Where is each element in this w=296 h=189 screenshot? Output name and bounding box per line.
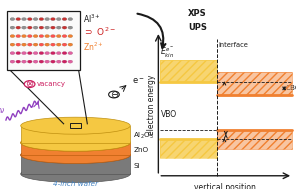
- Circle shape: [62, 18, 67, 21]
- Circle shape: [51, 43, 55, 46]
- Text: electron energy: electron energy: [147, 75, 156, 135]
- Text: interface: interface: [218, 42, 248, 48]
- Circle shape: [56, 35, 61, 38]
- Circle shape: [33, 26, 38, 29]
- Text: XPS: XPS: [188, 9, 207, 18]
- Circle shape: [39, 35, 44, 38]
- Circle shape: [39, 26, 44, 29]
- Circle shape: [56, 18, 61, 21]
- Circle shape: [16, 52, 21, 55]
- Circle shape: [45, 35, 49, 38]
- Polygon shape: [21, 155, 130, 174]
- Circle shape: [22, 18, 26, 21]
- Ellipse shape: [21, 134, 130, 151]
- Circle shape: [10, 35, 15, 38]
- Ellipse shape: [21, 146, 130, 163]
- Circle shape: [51, 18, 55, 21]
- Text: $\supset$ O$^{2-}$: $\supset$ O$^{2-}$: [83, 26, 116, 38]
- Text: hν: hν: [0, 106, 4, 115]
- Circle shape: [28, 26, 32, 29]
- Text: $E_{kin}^{e^-}$: $E_{kin}^{e^-}$: [160, 46, 174, 60]
- Text: UPS: UPS: [188, 23, 207, 32]
- Circle shape: [62, 43, 67, 46]
- Circle shape: [33, 60, 38, 63]
- Circle shape: [28, 60, 32, 63]
- Circle shape: [45, 60, 49, 63]
- Circle shape: [33, 52, 38, 55]
- Circle shape: [22, 52, 26, 55]
- Circle shape: [68, 60, 73, 63]
- Circle shape: [33, 43, 38, 46]
- Circle shape: [56, 26, 61, 29]
- Ellipse shape: [21, 117, 130, 134]
- Circle shape: [68, 18, 73, 21]
- Ellipse shape: [21, 146, 130, 163]
- Circle shape: [16, 18, 21, 21]
- Circle shape: [28, 52, 32, 55]
- Circle shape: [68, 26, 73, 29]
- Circle shape: [16, 43, 21, 46]
- Circle shape: [22, 43, 26, 46]
- Circle shape: [24, 81, 35, 88]
- Circle shape: [33, 35, 38, 38]
- Text: Zn$^{2+}$: Zn$^{2+}$: [83, 40, 103, 53]
- Circle shape: [28, 43, 32, 46]
- Circle shape: [45, 52, 49, 55]
- Circle shape: [56, 60, 61, 63]
- Circle shape: [68, 43, 73, 46]
- Circle shape: [10, 18, 15, 21]
- Circle shape: [28, 35, 32, 38]
- Text: ZnO: ZnO: [133, 147, 148, 153]
- Circle shape: [56, 43, 61, 46]
- Circle shape: [45, 26, 49, 29]
- FancyArrowPatch shape: [137, 14, 165, 48]
- Circle shape: [62, 35, 67, 38]
- Text: VBO: VBO: [161, 110, 177, 119]
- Circle shape: [45, 18, 49, 21]
- Ellipse shape: [21, 165, 130, 182]
- Circle shape: [109, 91, 119, 98]
- Circle shape: [62, 26, 67, 29]
- Text: vertical position: vertical position: [194, 183, 256, 189]
- Text: vacancy: vacancy: [37, 81, 66, 87]
- Circle shape: [22, 60, 26, 63]
- Circle shape: [51, 35, 55, 38]
- Circle shape: [39, 60, 44, 63]
- Text: Al$^{3+}$: Al$^{3+}$: [83, 13, 101, 25]
- Circle shape: [68, 52, 73, 55]
- Circle shape: [62, 52, 67, 55]
- Circle shape: [33, 18, 38, 21]
- Circle shape: [51, 52, 55, 55]
- Circle shape: [16, 35, 21, 38]
- Text: 4-inch wafer: 4-inch wafer: [53, 181, 98, 187]
- Circle shape: [39, 43, 44, 46]
- Text: Al$_2$O$_3$: Al$_2$O$_3$: [133, 131, 154, 141]
- Circle shape: [62, 60, 67, 63]
- Ellipse shape: [21, 134, 130, 151]
- Circle shape: [51, 60, 55, 63]
- Polygon shape: [21, 126, 130, 143]
- Circle shape: [68, 35, 73, 38]
- Circle shape: [28, 18, 32, 21]
- Circle shape: [16, 26, 21, 29]
- Circle shape: [22, 26, 26, 29]
- Circle shape: [22, 35, 26, 38]
- Circle shape: [39, 52, 44, 55]
- Circle shape: [10, 60, 15, 63]
- Circle shape: [10, 52, 15, 55]
- Polygon shape: [21, 143, 130, 155]
- Circle shape: [56, 52, 61, 55]
- Circle shape: [45, 43, 49, 46]
- FancyBboxPatch shape: [7, 11, 80, 70]
- Text: ⊗: ⊗: [25, 79, 34, 89]
- Text: CBO: CBO: [286, 85, 296, 91]
- Text: Si: Si: [133, 163, 140, 169]
- Circle shape: [39, 18, 44, 21]
- Text: e$^-$: e$^-$: [132, 77, 144, 86]
- Circle shape: [16, 60, 21, 63]
- Text: ⊖: ⊖: [110, 90, 118, 99]
- Circle shape: [51, 26, 55, 29]
- Circle shape: [10, 43, 15, 46]
- Circle shape: [10, 26, 15, 29]
